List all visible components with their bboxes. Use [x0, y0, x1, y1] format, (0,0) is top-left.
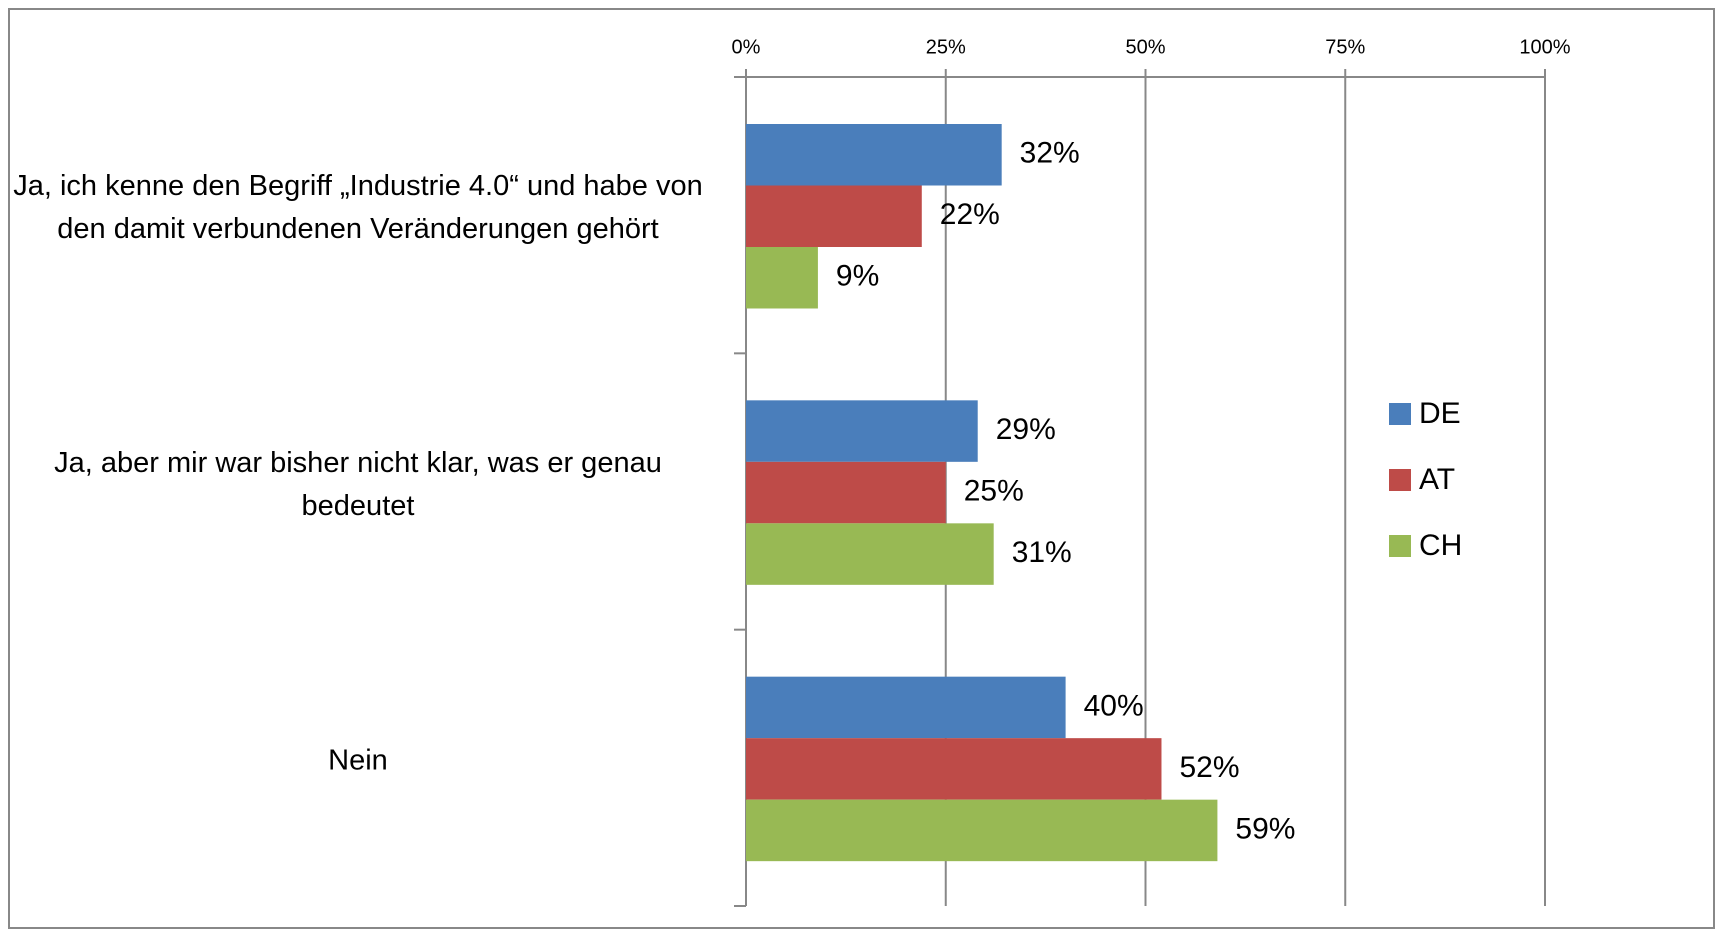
x-tick-label: 25%	[926, 36, 966, 58]
data-label: 25%	[964, 475, 1024, 508]
data-label: 59%	[1235, 812, 1295, 845]
legend-swatch	[1389, 535, 1411, 557]
data-label: 22%	[940, 198, 1000, 231]
x-tick-label: 0%	[732, 36, 761, 58]
bar	[746, 461, 946, 524]
x-tick-label: 50%	[1125, 36, 1165, 58]
legend-swatch	[1389, 469, 1411, 491]
bar	[746, 124, 1002, 186]
category-label: Ja, aber mir war bisher nicht klar, was …	[54, 446, 662, 522]
bar	[746, 676, 1066, 739]
x-tick-label: 75%	[1325, 36, 1365, 58]
category-label: Ja, ich kenne den Begriff „Industrie 4.0…	[13, 170, 703, 246]
data-label: 52%	[1179, 751, 1239, 784]
bar	[746, 738, 1162, 800]
legend-label: CH	[1419, 529, 1462, 562]
legend-swatch	[1389, 403, 1411, 425]
category-label: Nein	[328, 744, 388, 777]
legend-label: AT	[1419, 463, 1455, 496]
bar	[746, 799, 1218, 862]
bar	[746, 400, 978, 462]
bar	[746, 185, 922, 247]
x-tick-label: 100%	[1519, 36, 1570, 58]
bar	[746, 523, 994, 585]
data-label: 40%	[1084, 689, 1144, 722]
data-label: 29%	[996, 413, 1056, 446]
data-label: 32%	[1020, 137, 1080, 170]
bar	[746, 247, 818, 309]
legend-label: DE	[1419, 397, 1461, 430]
data-label: 9%	[836, 260, 879, 293]
data-label: 31%	[1012, 536, 1072, 569]
